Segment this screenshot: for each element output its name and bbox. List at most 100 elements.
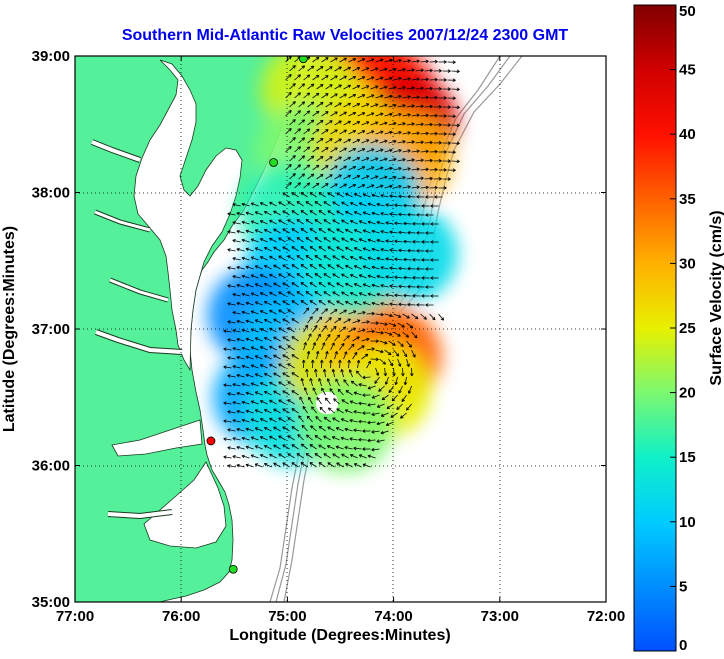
velocity-arrow	[260, 328, 268, 333]
velocity-arrow	[298, 155, 305, 162]
velocity-arrow-head	[394, 239, 398, 244]
velocity-arrow-head	[452, 114, 456, 118]
velocity-arrow	[388, 86, 397, 90]
velocity-arrow-head	[393, 121, 397, 126]
velocity-arrow-head	[232, 293, 236, 297]
velocity-arrow	[269, 417, 277, 423]
velocity-arrow-head	[310, 65, 315, 69]
x-axis-label: Longitude (Degrees:Minutes)	[229, 627, 450, 644]
velocity-arrow-head	[353, 211, 358, 215]
velocity-arrow	[336, 210, 344, 216]
velocity-arrow-head	[273, 372, 277, 376]
velocity-arrow-head	[452, 132, 456, 136]
velocity-arrow	[273, 264, 281, 270]
velocity-arrow	[264, 319, 272, 324]
velocity-arrow-head	[288, 74, 292, 78]
velocity-arrow	[232, 419, 241, 423]
velocity-arrow-head	[402, 68, 406, 72]
velocity-arrow-head	[245, 301, 249, 305]
velocity-arrow	[232, 293, 241, 297]
velocity-arrow-head	[352, 165, 357, 170]
velocity-arrow	[381, 394, 389, 401]
velocity-arrow-head	[310, 137, 315, 141]
velocity-arrow	[339, 129, 347, 135]
velocity-arrow-head	[376, 238, 380, 243]
velocity-arrow-head	[250, 202, 255, 206]
velocity-arrow-head	[371, 247, 375, 252]
velocity-arrow-head	[358, 454, 363, 458]
velocity-arrow	[411, 349, 416, 358]
velocity-arrow	[381, 412, 389, 417]
velocity-arrow-head	[245, 373, 249, 377]
velocity-arrow-head	[421, 222, 425, 226]
velocity-arrow-head	[352, 129, 357, 134]
velocity-arrow-head	[320, 83, 324, 88]
velocity-arrow	[304, 387, 308, 396]
velocity-arrow	[282, 264, 290, 270]
velocity-arrow	[353, 411, 362, 414]
velocity-arrow	[312, 342, 316, 351]
velocity-arrow	[327, 264, 335, 270]
velocity-arrow	[403, 223, 412, 225]
velocity-arrow-head	[380, 130, 384, 134]
velocity-arrow-head	[287, 453, 291, 457]
velocity-arrow	[415, 105, 424, 108]
velocity-arrow-head	[407, 302, 411, 307]
velocity-arrow	[241, 329, 250, 333]
velocity-arrow	[352, 336, 360, 342]
velocity-arrow	[370, 85, 379, 90]
velocity-arrow	[375, 77, 384, 81]
velocity-arrow-head	[430, 222, 434, 226]
velocity-arrow	[352, 175, 360, 180]
velocity-arrow	[334, 156, 342, 162]
velocity-arrow-head	[398, 248, 402, 253]
velocity-arrow-head	[319, 359, 324, 363]
velocity-arrow	[424, 177, 433, 180]
velocity-arrow-head	[385, 221, 389, 225]
y-tick-label: 36:00	[32, 458, 70, 475]
velocity-arrow	[314, 291, 322, 297]
velocity-arrow	[287, 255, 295, 261]
velocity-arrow-head	[425, 285, 429, 289]
velocity-arrow	[327, 210, 335, 216]
velocity-arrow-head	[438, 123, 442, 127]
velocity-arrow	[282, 246, 290, 252]
velocity-arrow-head	[241, 346, 245, 351]
velocity-arrow	[308, 396, 313, 405]
velocity-arrow-head	[416, 131, 420, 135]
velocity-arrow-head	[227, 392, 231, 396]
velocity-arrow-head	[236, 283, 240, 288]
velocity-arrow	[227, 321, 236, 324]
velocity-arrow	[327, 462, 335, 468]
velocity-arrow-head	[411, 140, 415, 144]
velocity-arrow	[367, 257, 376, 261]
velocity-arrow	[329, 388, 335, 396]
velocity-arrow-head	[380, 312, 384, 317]
velocity-arrow-head	[375, 103, 379, 107]
velocity-arrow-head	[254, 229, 259, 233]
velocity-arrow-head	[278, 381, 282, 385]
velocity-arrow	[312, 182, 320, 189]
velocity-arrow	[245, 230, 254, 234]
velocity-arrow-head	[241, 310, 245, 315]
velocity-arrow-head	[329, 388, 333, 392]
velocity-arrow-head	[392, 342, 396, 346]
velocity-arrow	[285, 74, 292, 81]
velocity-arrow	[350, 238, 358, 243]
velocity-arrow	[376, 239, 385, 243]
velocity-arrow-head	[302, 406, 306, 410]
velocity-arrow	[415, 141, 424, 144]
velocity-arrow	[325, 102, 333, 108]
velocity-arrow	[291, 462, 299, 468]
velocity-arrow-head	[317, 333, 321, 337]
velocity-arrow	[321, 165, 329, 171]
river-rappahannock-water	[94, 210, 151, 232]
velocity-arrow	[354, 463, 362, 468]
velocity-arrow-head	[301, 101, 306, 105]
velocity-arrow-head	[398, 184, 402, 189]
velocity-arrow-head	[352, 183, 357, 188]
velocity-arrow	[424, 159, 433, 162]
velocity-arrow-head	[331, 368, 336, 373]
velocity-arrow-head	[305, 368, 309, 372]
velocity-arrow	[311, 406, 317, 414]
